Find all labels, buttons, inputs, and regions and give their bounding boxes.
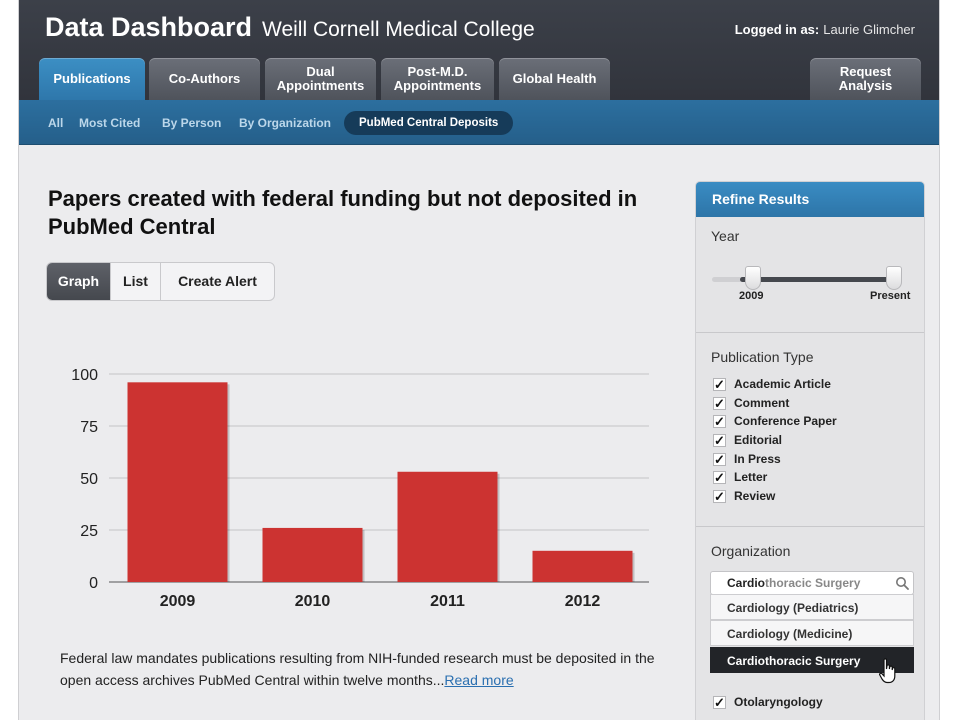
year-slider-start-handle[interactable]	[745, 266, 761, 290]
organization-filter: Organization	[696, 526, 924, 720]
organization-search-input[interactable]: Cardiothoracic Surgery	[710, 571, 914, 595]
publication-type-label: Publication Type	[711, 349, 814, 365]
create-alert-button[interactable]: Create Alert	[178, 273, 257, 289]
logged-in-label: Logged in as:	[734, 22, 820, 37]
x-tick-label: 2012	[565, 593, 601, 610]
bar	[262, 527, 363, 582]
checkbox-conference-paper[interactable]: ✓ Conference Paper	[713, 413, 837, 429]
publication-type-filter: Publication Type	[696, 332, 924, 526]
list-view-button[interactable]: List	[111, 263, 161, 300]
year-slider-end-handle[interactable]	[886, 266, 902, 290]
checkbox-letter[interactable]: ✓ Letter	[713, 469, 767, 485]
checkbox-label: Comment	[734, 396, 790, 410]
checkmark-icon: ✓	[713, 413, 726, 429]
checkbox-label: Review	[734, 489, 776, 503]
y-tick-label: 75	[80, 419, 98, 436]
user-name[interactable]: Laurie Glimcher	[823, 22, 915, 37]
checkbox-label: Editorial	[734, 433, 783, 447]
y-tick-label: 100	[71, 367, 98, 384]
refine-panel: Refine Results Year 2009 Present Publica…	[695, 181, 925, 720]
login-status: Logged in as: Laurie Glimcher	[735, 22, 915, 37]
app-title: Data Dashboard	[45, 12, 253, 42]
checkbox-in-press[interactable]: ✓ In Press	[713, 451, 781, 467]
dropdown-option-cardiology-medicine[interactable]: Cardiology (Medicine)	[710, 620, 914, 646]
checkbox-label: In Press	[734, 452, 781, 466]
graph-view-button[interactable]: Graph	[47, 263, 111, 300]
tab-dual-appointments[interactable]: Dual Appointments	[265, 58, 376, 100]
y-tick-label: 25	[80, 523, 98, 540]
checkbox-label: Conference Paper	[734, 414, 837, 428]
tab-label: Global Health	[512, 71, 597, 86]
bar-chart: 0 25 50 75 100 2009 2010 2011 2012	[71, 367, 649, 610]
checkmark-icon: ✓	[713, 395, 726, 411]
subnav-by-organization[interactable]: By Organization	[239, 116, 332, 130]
sub-navigation: All Most Cited By Person By Organization…	[19, 100, 939, 145]
year-start-label: 2009	[739, 290, 764, 302]
y-tick-label: 50	[80, 471, 98, 488]
bar	[532, 550, 633, 582]
tab-label: Publications	[53, 71, 131, 86]
year-label: Year	[711, 228, 740, 244]
page-title: Papers created with federal funding but …	[48, 186, 638, 239]
year-filter: Year	[696, 217, 924, 332]
checkmark-icon: ✓	[713, 694, 726, 710]
description-text: Federal law mandates publications result…	[60, 647, 680, 691]
hand-cursor-icon	[879, 658, 896, 684]
search-typed-text: Cardio	[727, 576, 766, 590]
dropdown-option-cardiothoracic-surgery[interactable]: Cardiothoracic Surgery	[710, 647, 914, 673]
checkmark-icon: ✓	[713, 451, 726, 467]
bar	[127, 382, 228, 582]
tab-co-authors[interactable]: Co-Authors	[149, 58, 260, 100]
read-more-link[interactable]: Read more	[444, 672, 514, 688]
subnav-pubmed-central-deposits[interactable]: PubMed Central Deposits	[344, 111, 514, 135]
request-analysis-button[interactable]: Request Analysis	[810, 58, 921, 100]
checkmark-icon: ✓	[713, 469, 726, 485]
organization-label: Organization	[711, 543, 791, 559]
year-slider-range	[740, 277, 898, 282]
subnav-most-cited[interactable]: Most Cited	[79, 116, 141, 130]
top-header: Data Dashboard Weill Cornell Medical Col…	[19, 0, 939, 100]
app-window: Data Dashboard Weill Cornell Medical Col…	[18, 0, 940, 720]
y-tick-label: 0	[89, 575, 98, 592]
x-tick-label: 2011	[430, 593, 465, 610]
checkbox-editorial[interactable]: ✓ Editorial	[713, 432, 782, 448]
checkmark-icon: ✓	[713, 488, 726, 504]
institution-name: Weill Cornell Medical College	[262, 18, 535, 41]
tab-post-md-appointments[interactable]: Post-M.D. Appointments	[381, 58, 494, 100]
checkbox-review[interactable]: ✓ Review	[713, 488, 775, 504]
checkbox-otolaryngology[interactable]: ✓ Otolaryngology	[713, 694, 823, 710]
search-autocomplete-text: thoracic Surgery	[765, 576, 861, 590]
refine-results-header: Refine Results	[696, 182, 924, 217]
dropdown-option-cardiology-pediatrics[interactable]: Cardiology (Pediatrics)	[710, 594, 914, 620]
tab-label: Post-M.D. Appointments	[393, 64, 482, 93]
checkbox-academic-article[interactable]: ✓ Academic Article	[713, 376, 831, 392]
checkbox-label: Academic Article	[734, 377, 831, 391]
checkbox-label: Otolaryngology	[734, 695, 823, 709]
tab-label: Dual Appointments	[276, 64, 365, 93]
search-icon[interactable]	[895, 576, 909, 590]
tab-global-health[interactable]: Global Health	[499, 58, 610, 100]
checkmark-icon: ✓	[713, 432, 726, 448]
checkbox-comment[interactable]: ✓ Comment	[713, 395, 789, 411]
subnav-all[interactable]: All	[48, 116, 64, 130]
description-body: Federal law mandates publications result…	[60, 650, 655, 688]
tab-label: Request Analysis	[838, 64, 893, 93]
x-tick-label: 2009	[160, 593, 196, 610]
checkbox-label: Letter	[734, 470, 768, 484]
view-toggle: Graph List Create Alert	[46, 262, 275, 301]
year-end-label: Present	[870, 290, 911, 302]
checkmark-icon: ✓	[713, 376, 726, 392]
tab-publications[interactable]: Publications	[39, 58, 145, 100]
subnav-by-person[interactable]: By Person	[162, 116, 222, 130]
bar	[397, 471, 498, 582]
tab-label: Co-Authors	[168, 71, 241, 86]
x-tick-label: 2010	[295, 593, 331, 610]
